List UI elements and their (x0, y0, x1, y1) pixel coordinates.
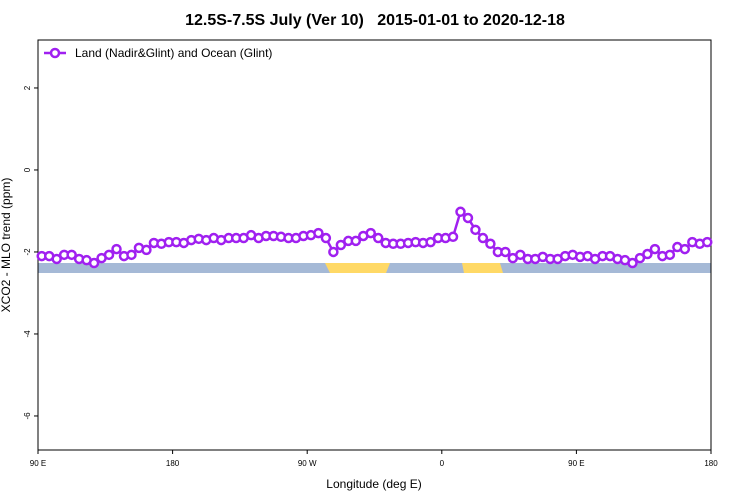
legend-label: Land (Nadir&Glint) and Ocean (Glint) (75, 46, 272, 60)
x-tick-label: 90 E (568, 459, 584, 468)
data-point (328, 246, 339, 258)
data-point (627, 257, 638, 269)
land-band (325, 263, 390, 273)
legend-marker (49, 47, 61, 59)
data-point (447, 231, 459, 243)
y-tick-label: -6 (23, 412, 32, 420)
land-band (462, 263, 503, 273)
data-point (313, 227, 324, 239)
y-tick-label: 2 (23, 85, 32, 90)
data-point (66, 249, 77, 261)
data-point (103, 249, 115, 261)
data-point (425, 236, 436, 248)
data-point (320, 232, 332, 244)
data-point (88, 257, 100, 269)
data-point (141, 244, 152, 256)
data-point (462, 212, 474, 224)
y-tick-label: -2 (23, 248, 32, 256)
data-point (702, 236, 713, 248)
data-point (679, 243, 691, 255)
data-point (500, 246, 511, 258)
y-tick-label: 0 (23, 167, 32, 172)
data-point (455, 206, 466, 218)
data-point (649, 243, 661, 255)
data-point (664, 249, 676, 261)
y-axis-label: XCO2 - MLO trend (ppm) (0, 178, 13, 313)
data-point (477, 232, 489, 244)
data-point (642, 248, 653, 260)
data-point (350, 235, 362, 247)
data-point (111, 243, 122, 255)
x-tick-label: 90 E (30, 459, 46, 468)
data-point (365, 227, 377, 239)
data-point (470, 224, 481, 236)
data-point (634, 252, 646, 264)
data-point (51, 253, 62, 265)
x-tick-label: 0 (440, 459, 445, 468)
x-axis-label: Longitude (deg E) (326, 477, 421, 491)
chart-title: 12.5S-7.5S July (Ver 10) 2015-01-01 to 2… (185, 12, 565, 29)
data-point (485, 238, 496, 250)
data-point (515, 249, 526, 261)
data-point (335, 239, 347, 251)
y-tick-label: -4 (23, 330, 32, 338)
data-point (126, 249, 137, 261)
x-tick-label: 90 W (298, 459, 317, 468)
data-point (372, 232, 384, 244)
land-ocean-band (38, 263, 711, 273)
x-tick-label: 180 (166, 459, 180, 468)
x-tick-label: 180 (704, 459, 718, 468)
